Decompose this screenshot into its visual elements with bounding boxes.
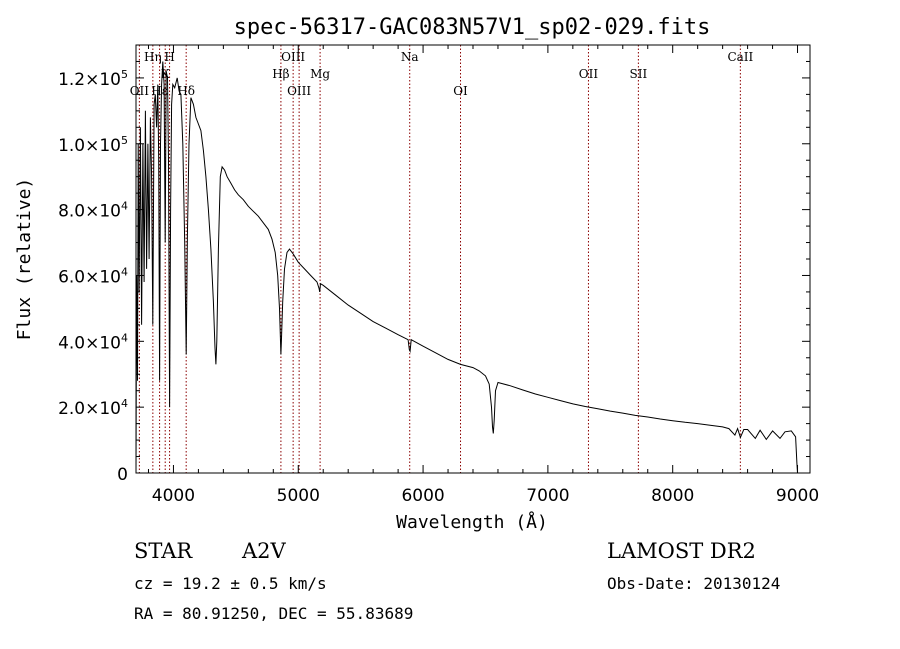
- x-axis-label: Wavelength (Å): [396, 511, 548, 533]
- spectral-line-label: Mg: [310, 67, 330, 81]
- spectral-line-label: H: [164, 50, 174, 64]
- y-tick-label: 2.0×104: [58, 397, 128, 419]
- y-axis-label: Flux (relative): [14, 178, 35, 341]
- y-tick-label: 8.0×104: [58, 200, 128, 222]
- spectral-line-label: Hδ: [177, 84, 195, 98]
- spectrum-line: [135, 61, 798, 474]
- redshift-cz: cz = 19.2 ± 0.5 km/s: [134, 574, 327, 593]
- spectral-line-label: OIII: [287, 84, 311, 98]
- y-axis-ticks: 0 2.0×104 4.0×104 6.0×104 8.0×104 1.0×105 1.2×…: [58, 60, 810, 485]
- spectrum-series: [135, 61, 798, 474]
- y-tick-label: 1.0×105: [58, 134, 128, 156]
- spectral-line-label: SII: [630, 67, 648, 81]
- spectral-line-label: OI: [453, 84, 468, 98]
- x-tick-label: 4000: [152, 486, 195, 506]
- spectral-line-label: OIII: [281, 50, 305, 64]
- survey-name: LAMOST DR2: [607, 539, 756, 563]
- spectral-line-label: OII: [579, 67, 599, 81]
- y-tick-label: 4.0×104: [58, 331, 128, 353]
- observation-date: Obs-Date: 20130124: [607, 574, 780, 593]
- y-tick-label: 1.2×105: [58, 68, 128, 90]
- spectral-line-label: Hβ: [272, 67, 289, 81]
- plot-frame: [135, 44, 811, 474]
- spectral-line-label: OII: [130, 84, 150, 98]
- coordinates: RA = 80.91250, DEC = 55.83689: [134, 604, 413, 623]
- object-type: STAR: [134, 539, 193, 563]
- x-tick-label: 6000: [401, 486, 444, 506]
- subclass: A2V: [241, 539, 287, 563]
- x-tick-label: 7000: [526, 486, 569, 506]
- x-tick-label: 8000: [651, 486, 694, 506]
- chart-title: spec-56317-GAC083N57V1_sp02-029.fits: [234, 15, 711, 40]
- x-axis-ticks: 4000 5000 6000 7000 8000 9000: [147, 45, 819, 506]
- plot-axes: [135, 44, 811, 474]
- spectral-line-label: Na: [401, 50, 419, 64]
- spectral-line-label: Hη: [144, 50, 162, 64]
- spectral-line-label: CaII: [727, 50, 753, 64]
- y-tick-label: 0: [117, 465, 128, 485]
- x-tick-label: 9000: [776, 486, 819, 506]
- x-tick-label: 5000: [277, 486, 320, 506]
- y-tick-label: 6.0×104: [58, 265, 128, 287]
